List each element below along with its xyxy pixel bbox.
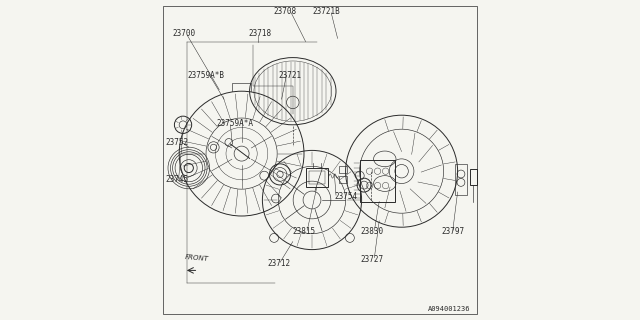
Text: 23712: 23712 [268, 260, 291, 268]
Text: 23708: 23708 [274, 7, 297, 16]
Text: 23727: 23727 [360, 255, 383, 264]
Text: 23752: 23752 [166, 138, 189, 147]
Bar [455, 164, 467, 195]
Text: FRONT: FRONT [185, 254, 209, 262]
Text: 23815: 23815 [292, 228, 316, 236]
Text: 23745: 23745 [166, 175, 189, 184]
Text: 23718: 23718 [248, 29, 271, 38]
Text: 23759A*A: 23759A*A [216, 119, 253, 128]
Text: 23759A*B: 23759A*B [187, 71, 224, 80]
Text: 23797: 23797 [442, 228, 465, 236]
Text: 23754: 23754 [334, 192, 358, 201]
Bar [339, 176, 348, 183]
Text: 23721: 23721 [278, 71, 301, 80]
Text: A094001236: A094001236 [428, 306, 470, 312]
Bar [470, 169, 477, 185]
Text: 23721B: 23721B [312, 7, 340, 16]
Bar [339, 166, 348, 173]
Text: 23830: 23830 [360, 228, 383, 236]
Bar [306, 168, 328, 187]
Bar [360, 160, 396, 202]
Bar [308, 171, 324, 184]
Text: 23700: 23700 [173, 29, 196, 38]
